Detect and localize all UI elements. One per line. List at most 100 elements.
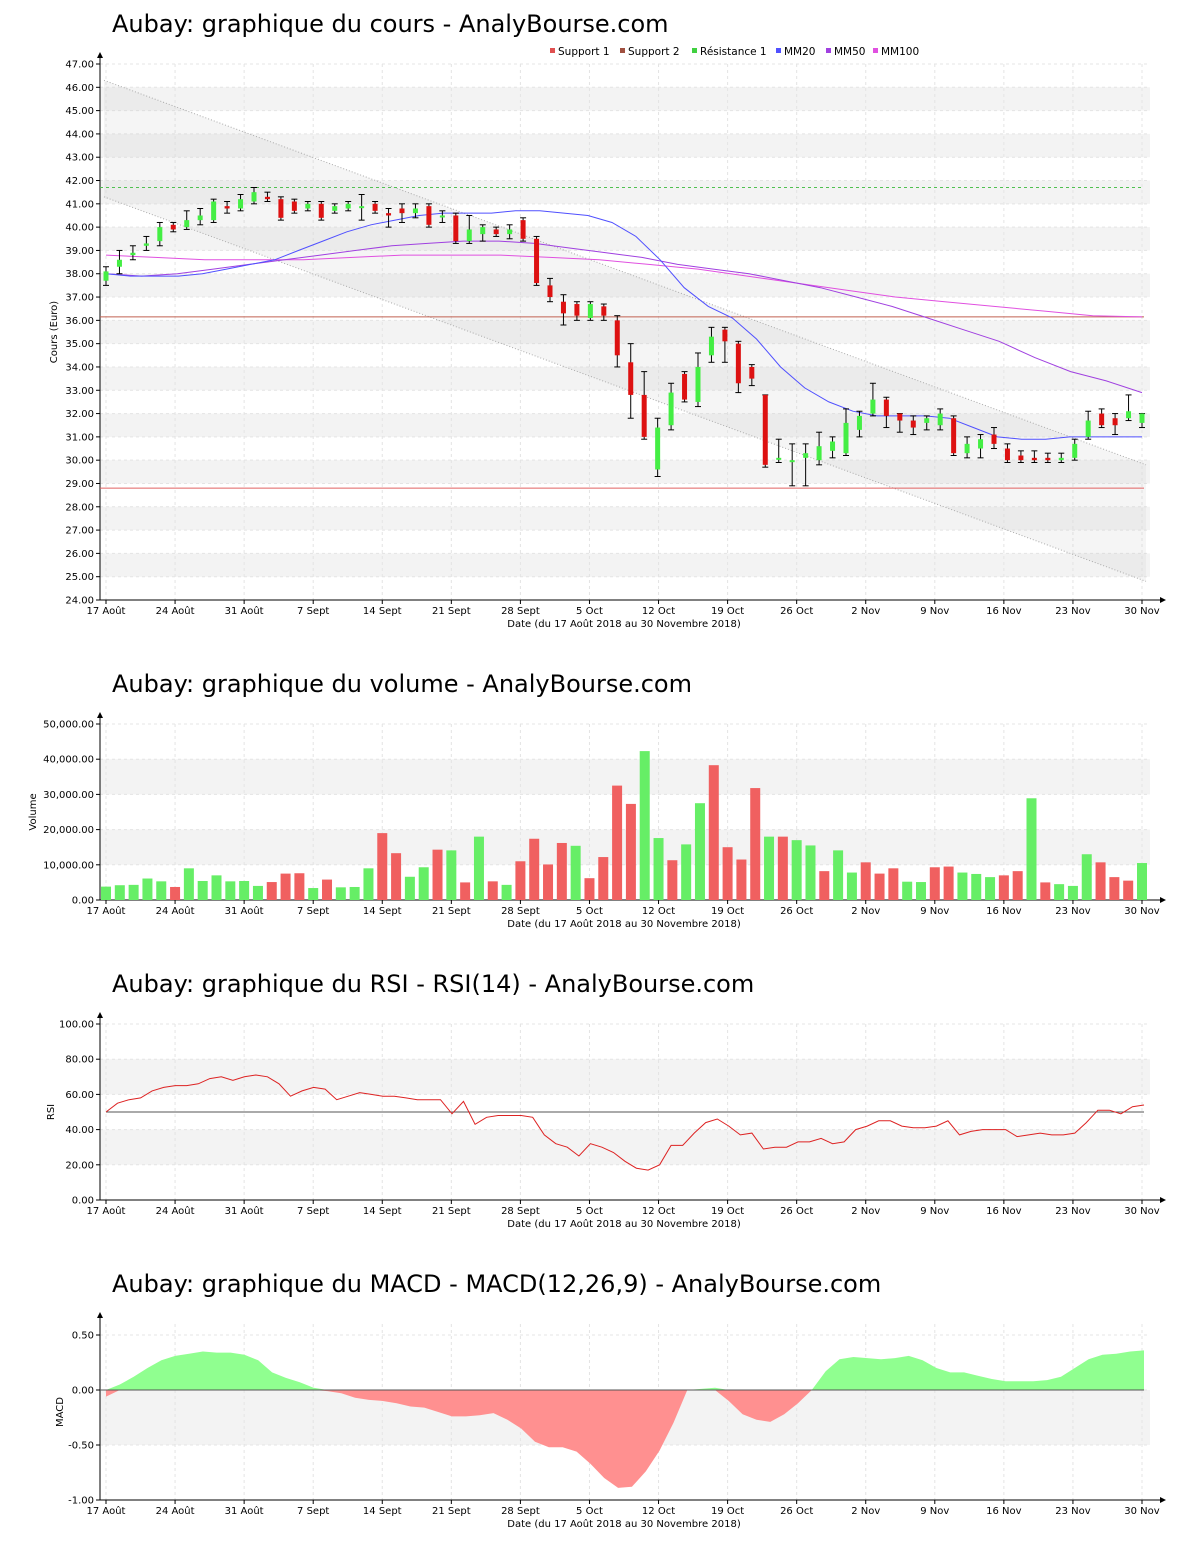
legend-label: Support 2	[628, 46, 680, 58]
volume-bar	[1137, 863, 1147, 900]
volume-bar	[750, 788, 761, 900]
volume-bar	[957, 872, 968, 900]
candle-body	[614, 320, 620, 356]
x-tick-label: 12 Oct	[642, 1206, 675, 1217]
candle-body	[547, 285, 553, 298]
volume-bar	[1067, 885, 1078, 900]
candle-body	[1126, 411, 1132, 419]
x-axis-arrow	[1160, 897, 1166, 903]
volume-bar	[211, 875, 222, 900]
candle-body	[1018, 455, 1024, 461]
volume-bar	[432, 849, 443, 900]
x-tick-label: 23 Nov	[1055, 1206, 1091, 1217]
candle-body	[130, 252, 136, 256]
mm20-line	[105, 210, 1142, 440]
candle-body	[883, 399, 889, 416]
y-tick-label: 47.00	[65, 60, 94, 71]
volume-bar	[625, 803, 636, 900]
mm50-line	[105, 240, 1143, 394]
volume-bar	[819, 871, 830, 900]
candle-body	[345, 203, 351, 209]
x-tick-label: 19 Oct	[711, 1506, 744, 1517]
y-tick-label: 43.00	[65, 153, 94, 164]
x-tick-label: 14 Sept	[363, 1506, 402, 1517]
volume-bar	[998, 875, 1009, 900]
candle-body	[1099, 413, 1105, 426]
grid-band	[100, 506, 1150, 531]
y-tick-label: 28.00	[65, 502, 94, 513]
candle-body	[305, 203, 311, 209]
x-tick-label: 19 Oct	[711, 906, 744, 917]
rsi-chart-panel: Aubay: graphique du RSI - RSI(14) - Anal…	[0, 960, 1200, 1240]
candle-body	[924, 418, 930, 423]
volume-bar	[266, 882, 277, 900]
x-tick-label: 26 Oct	[780, 606, 813, 617]
grid-band	[100, 227, 1150, 251]
grid-band	[100, 1059, 1150, 1095]
x-tick-label: 2 Nov	[851, 1206, 880, 1217]
y-tick-label: -0.50	[68, 1441, 94, 1452]
y-axis-label: RSI	[46, 1104, 57, 1120]
y-tick-label: 32.00	[65, 409, 94, 420]
candle-body	[197, 215, 203, 221]
x-tick-label: 21 Sept	[432, 1206, 471, 1217]
y-tick-label: -1.00	[68, 1496, 94, 1507]
x-tick-label: 2 Nov	[851, 606, 880, 617]
y-axis-arrow	[97, 1312, 103, 1318]
candle-body	[856, 415, 862, 430]
volume-bar	[694, 803, 705, 900]
volume-bar	[280, 873, 291, 900]
x-tick-label: 23 Nov	[1055, 1506, 1091, 1517]
volume-bar	[252, 885, 263, 900]
mm100-line	[105, 254, 1143, 318]
candle-body	[170, 224, 176, 230]
volume-bar	[556, 842, 567, 900]
y-axis-arrow	[97, 712, 103, 718]
volume-bar	[322, 879, 333, 900]
y-tick-label: 35.00	[65, 339, 94, 350]
y-tick-label: 0.00	[72, 896, 94, 907]
x-axis-label: Date (du 17 Août 2018 au 30 Novembre 201…	[507, 1518, 741, 1530]
price-chart: 24.00 25.00 26.00 27.00 28.00 29.00 30.00 31.00…	[49, 46, 1166, 630]
volume-bar	[446, 850, 457, 900]
candle-body	[372, 203, 378, 211]
candle-body	[749, 366, 755, 379]
candle-body	[412, 208, 418, 214]
x-tick-label: 7 Sept	[297, 606, 329, 617]
volume-bar	[501, 884, 512, 900]
y-tick-label: 0.00	[72, 1386, 94, 1397]
y-tick-label: 25.00	[65, 572, 94, 583]
volume-bar	[377, 833, 388, 900]
volume-bar	[888, 868, 899, 900]
volume-bar	[708, 765, 719, 900]
volume-bar	[791, 840, 802, 900]
grid-band	[100, 460, 1150, 484]
candle-body	[157, 227, 163, 242]
y-tick-label: 50,000.00	[43, 720, 94, 731]
x-tick-label: 17 Août	[87, 905, 126, 917]
legend-label: MM100	[881, 46, 919, 58]
volume-bar	[833, 850, 844, 900]
candle-body	[803, 453, 809, 458]
volume-bar	[197, 880, 208, 900]
x-axis-label: Date (du 17 Août 2018 au 30 Novembre 201…	[507, 1218, 741, 1230]
y-axis-label: Cours (Euro)	[49, 301, 60, 364]
y-axis-label: Volume	[28, 793, 39, 830]
channel-upper-line	[103, 79, 1147, 466]
x-tick-label: 19 Oct	[711, 1206, 744, 1217]
grid-band	[100, 366, 1150, 391]
candle-body	[184, 220, 190, 228]
rsi-line	[105, 1074, 1145, 1171]
x-tick-label: 16 Nov	[986, 1206, 1022, 1217]
volume-bar	[653, 838, 664, 900]
x-tick-label: 24 Août	[156, 1205, 195, 1217]
x-tick-label: 31 Août	[225, 1505, 264, 1517]
volume-bar	[722, 847, 733, 900]
volume-bar	[404, 876, 415, 900]
volume-bar	[584, 878, 595, 900]
volume-bar	[294, 873, 305, 900]
candle-body	[1058, 457, 1064, 461]
legend-swatch	[776, 48, 781, 53]
x-axis-arrow	[1160, 597, 1166, 603]
x-tick-label: 21 Sept	[432, 906, 471, 917]
